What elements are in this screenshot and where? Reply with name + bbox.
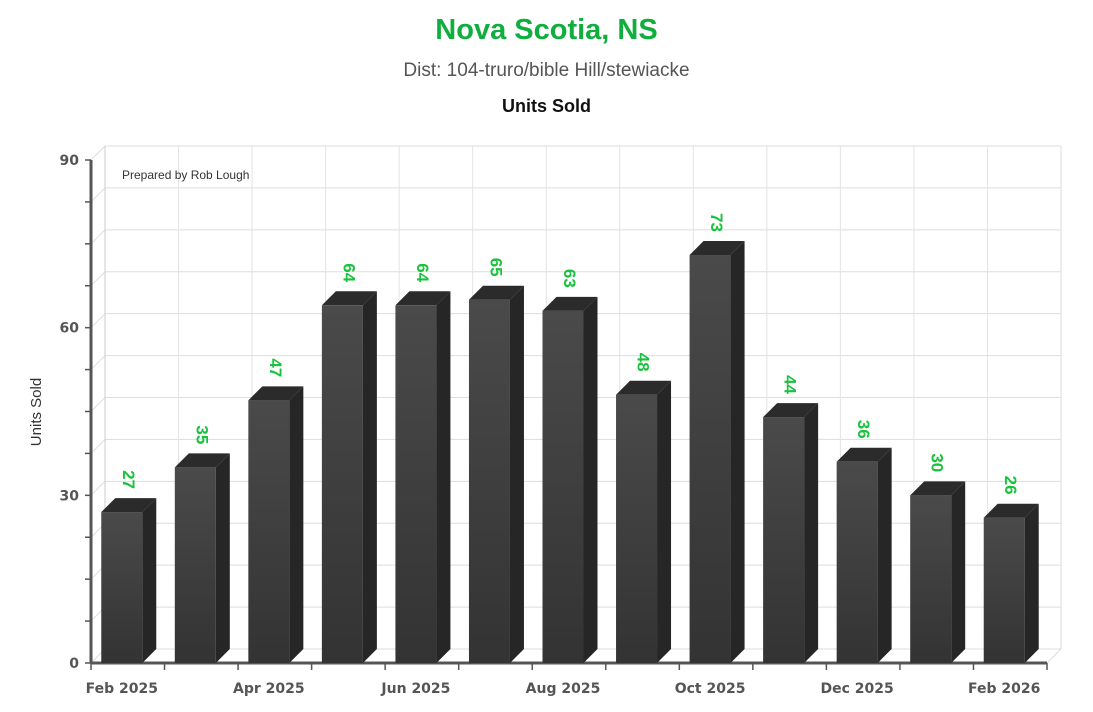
data-label: 36: [854, 420, 873, 439]
bar: [321, 291, 377, 663]
bar-front: [248, 400, 290, 663]
data-label: 47: [266, 358, 285, 377]
bar-front: [763, 417, 805, 663]
y-axis-title: Units Sold: [28, 378, 45, 446]
bar: [542, 296, 598, 663]
bar: [910, 481, 966, 663]
data-label: 35: [192, 425, 211, 444]
bar: [101, 498, 157, 663]
x-tick-label: Apr 2025: [233, 681, 305, 697]
data-label: 44: [781, 375, 800, 394]
data-label: 27: [119, 470, 138, 489]
bar-top: [321, 291, 377, 306]
chart-subtitle: Dist: 104-truro/bible Hill/stewiacke: [403, 60, 690, 81]
bar-side: [730, 241, 745, 663]
bar-top: [983, 503, 1039, 518]
data-label: 73: [707, 213, 726, 232]
x-tick-label: Feb 2026: [968, 681, 1040, 697]
bar-side: [215, 453, 230, 663]
floor-edge: [1046, 648, 1062, 664]
chart-heading: Units Sold: [502, 96, 591, 116]
bar: [983, 503, 1039, 663]
gridline-depth: [90, 145, 106, 161]
bar-front: [689, 255, 731, 663]
gridline-depth: [90, 187, 106, 203]
bar-top: [395, 291, 451, 306]
bar: [836, 447, 892, 663]
x-tick-label: Dec 2025: [821, 681, 894, 697]
bar-side: [1024, 503, 1039, 663]
data-labels: 27 35 47 64 64 65 63 48 73 44 36 30 26: [119, 213, 1020, 495]
y-tick-label: 60: [60, 321, 80, 337]
bar-side: [877, 447, 892, 663]
gridline-depth: [90, 355, 106, 370]
bar-top: [468, 285, 524, 300]
data-label: 64: [413, 263, 432, 282]
bar-top: [689, 241, 745, 256]
bar-side: [142, 498, 157, 663]
bar-side: [951, 481, 966, 663]
bar-top: [248, 386, 304, 401]
data-label: 65: [486, 258, 505, 277]
data-label: 48: [634, 353, 653, 372]
bar-front: [101, 512, 143, 663]
bar-side: [509, 285, 524, 663]
data-label: 64: [339, 263, 358, 282]
x-tick-label: Feb 2025: [86, 681, 158, 697]
y-tick-label: 0: [69, 656, 79, 672]
gridline-depth: [90, 439, 106, 454]
bar-front: [321, 305, 363, 663]
bar-front: [616, 394, 658, 663]
bar-front: [542, 310, 584, 663]
bar-front: [983, 517, 1025, 663]
gridline-depth: [90, 271, 106, 287]
bar-front: [910, 495, 952, 663]
x-tick-label: Jun 2025: [380, 681, 450, 697]
y-tick-label: 30: [60, 488, 80, 504]
bar-top: [763, 403, 819, 418]
bar-top: [616, 380, 672, 395]
bar-side: [436, 291, 451, 663]
bar-front: [395, 305, 437, 663]
bar-side: [804, 403, 819, 663]
bar: [248, 386, 304, 663]
y-tick-label: 90: [60, 153, 80, 169]
bar-top: [174, 453, 230, 468]
data-label: 30: [928, 453, 947, 472]
bar-top: [542, 296, 598, 311]
bar: [174, 453, 230, 663]
chart-title: Nova Scotia, NS: [435, 14, 658, 46]
gridline-depth: [90, 229, 106, 245]
bar: [689, 241, 745, 663]
data-label: 26: [1001, 476, 1020, 495]
bar-top: [836, 447, 892, 462]
bar-front: [174, 467, 216, 663]
bar: [616, 380, 672, 663]
gridline-depth: [90, 397, 106, 412]
bar: [763, 403, 819, 663]
bar-side: [583, 296, 598, 663]
bar-side: [657, 380, 672, 663]
bar-side: [362, 291, 377, 663]
gridline-depth: [90, 313, 106, 329]
x-tick-label: Aug 2025: [526, 681, 601, 697]
bar: [468, 285, 524, 663]
bar-side: [289, 386, 304, 663]
bar-top: [910, 481, 966, 496]
bar-top: [101, 498, 157, 513]
x-tick-label: Oct 2025: [675, 681, 746, 697]
data-label: 63: [560, 269, 579, 288]
prepared-by-note: Prepared by Rob Lough: [122, 168, 249, 182]
bar: [395, 291, 451, 663]
bar-front: [836, 461, 878, 663]
bars: [101, 241, 1039, 663]
gridline-depth: [90, 480, 106, 496]
bar-front: [468, 299, 510, 663]
